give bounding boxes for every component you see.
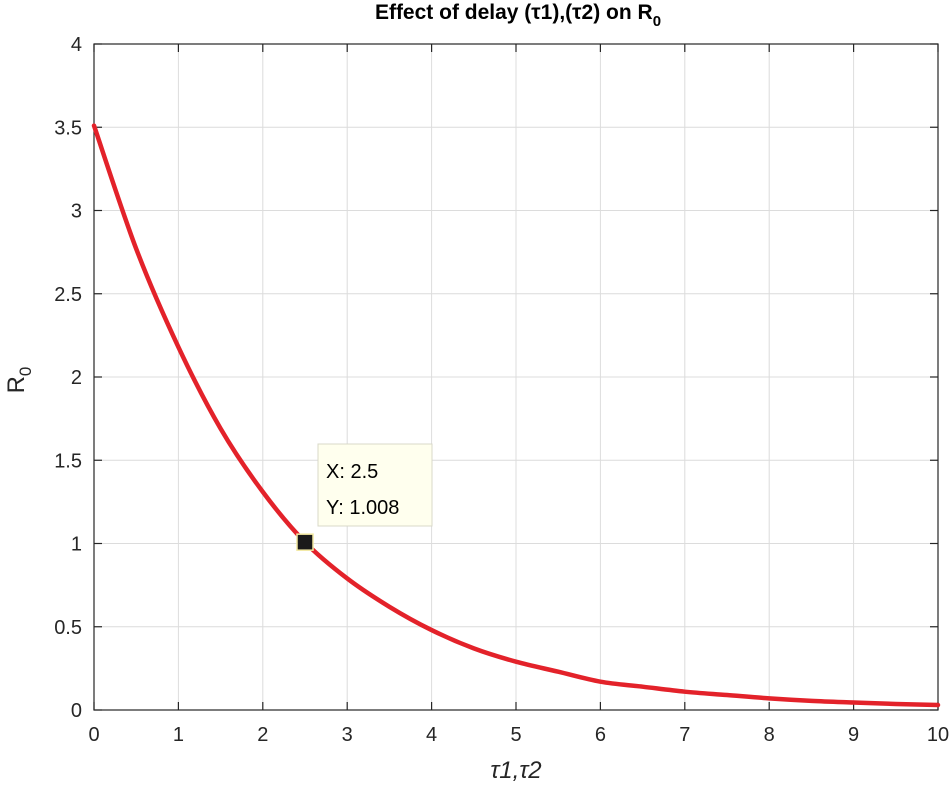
ticks: 0 1 2 3 4 5 6 7 8 9 10 0 0.5 1 1.5 2 2.5 3 3.5 4: [54, 34, 949, 746]
chart-title-subscript: 0: [653, 13, 661, 30]
y-tick-label-2: 1: [71, 534, 82, 556]
x-axis-label: τ1,τ2: [490, 757, 541, 784]
chart-title: Effect of delay (τ1),(τ2) on R0: [375, 1, 661, 30]
x-tick-label-6: 6: [595, 724, 606, 746]
x-tick-label-7: 7: [679, 724, 690, 746]
x-tick-label-3: 3: [342, 724, 353, 746]
chart-title-text: Effect of delay (τ1),(τ2) on R: [375, 1, 653, 24]
y-axis-label-subscript: 0: [16, 367, 35, 376]
x-tick-label-0: 0: [88, 724, 99, 746]
y-tick-label-7: 3.5: [54, 117, 82, 139]
y-tick-label-3: 1.5: [54, 450, 82, 472]
datatip[interactable]: X: 2.5 Y: 1.008: [296, 443, 433, 551]
datatip-x-text: X: 2.5: [326, 461, 378, 483]
y-tick-label-4: 2: [71, 367, 82, 389]
y-tick-label-6: 3: [71, 201, 82, 223]
series-line-r0: [91, 123, 941, 708]
y-tick-label-8: 4: [71, 34, 82, 56]
y-tick-label-0: 0: [71, 700, 82, 722]
x-tick-label-4: 4: [426, 724, 437, 746]
datatip-marker: [296, 533, 314, 551]
x-tick-label-9: 9: [848, 724, 859, 746]
y-axis-label-text: R: [3, 376, 30, 393]
x-tick-label-2: 2: [257, 724, 268, 746]
grid-lines: [94, 44, 938, 710]
y-tick-label-5: 2.5: [54, 284, 82, 306]
x-tick-label-10: 10: [927, 724, 949, 746]
x-tick-label-5: 5: [510, 724, 521, 746]
x-tick-label-8: 8: [764, 724, 775, 746]
x-tick-label-1: 1: [173, 724, 184, 746]
y-axis-label: R0: [3, 367, 35, 394]
datatip-box: [317, 443, 433, 527]
datatip-y-text: Y: 1.008: [326, 497, 399, 519]
y-tick-label-1: 0.5: [54, 617, 82, 639]
